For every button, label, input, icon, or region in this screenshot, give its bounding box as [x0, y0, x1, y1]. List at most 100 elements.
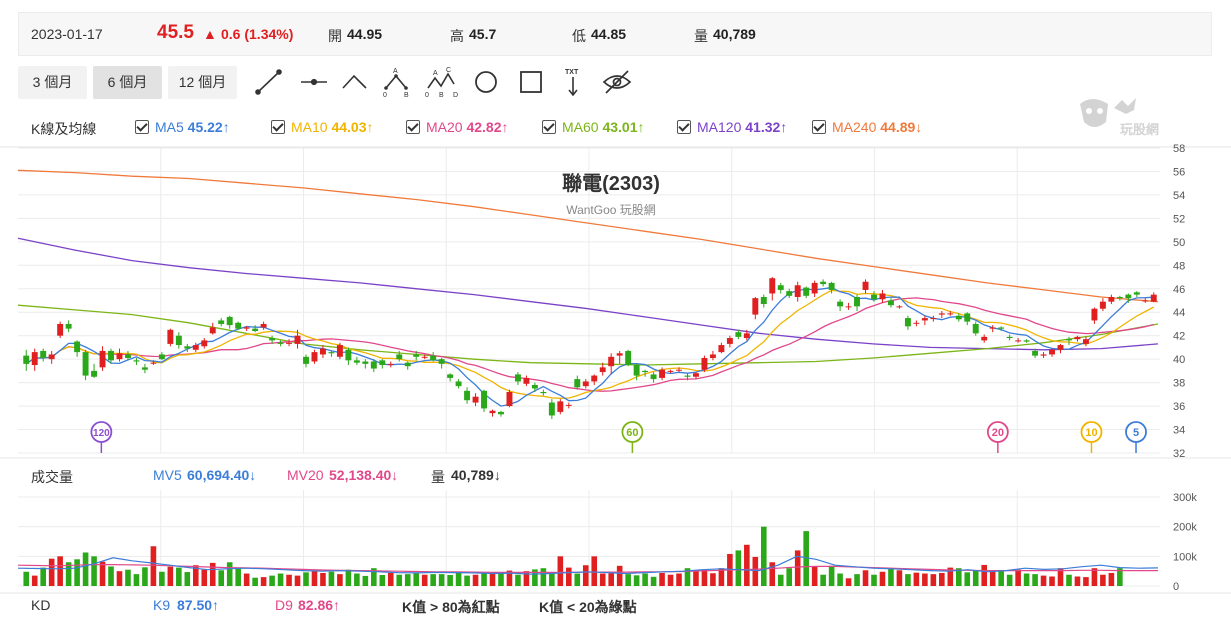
price-axis-tick: 54 — [1173, 190, 1185, 202]
ma240-line — [17, 169, 1159, 303]
volume-bar — [40, 567, 46, 586]
candle-body — [108, 350, 114, 361]
candle-body — [252, 328, 259, 331]
candle-body — [260, 323, 267, 328]
volume-bar — [981, 564, 988, 586]
candle-body — [345, 349, 352, 361]
volume-label: 量 — [694, 28, 708, 44]
price-axis-tick: 46 — [1173, 284, 1185, 296]
rectangle-tool-icon[interactable] — [520, 71, 542, 93]
volume-bar — [659, 572, 665, 586]
volume-bar — [650, 576, 657, 586]
hide-drawings-icon[interactable] — [602, 70, 632, 94]
candle-body — [667, 370, 674, 372]
candle-body — [854, 296, 861, 307]
candle-body — [1091, 308, 1098, 321]
volume-bar — [794, 550, 801, 586]
volume-bar — [879, 571, 886, 586]
text-tool-icon[interactable]: TXT — [565, 69, 579, 97]
price-axis-tick: 56 — [1173, 166, 1185, 178]
volume-bar — [786, 568, 793, 586]
ma-legend-item-ma10[interactable]: MA10 44.03↑ — [271, 119, 374, 135]
candle-body — [1015, 340, 1022, 342]
quote-date: 2023-01-17 — [31, 26, 103, 42]
candle-body — [676, 369, 682, 371]
volume-bar — [972, 570, 979, 586]
ma-legend-item-ma60[interactable]: MA60 43.01↑ — [542, 119, 645, 135]
volume-bar — [828, 565, 835, 586]
candle-body — [565, 404, 572, 406]
volume-bar — [481, 573, 487, 586]
volume-bar — [1015, 569, 1021, 586]
candle-body — [998, 327, 1005, 329]
volume-bar — [888, 568, 894, 586]
candle-body — [523, 377, 530, 384]
ma-checkbox[interactable] — [271, 120, 285, 134]
candle-body — [269, 338, 276, 341]
candle-body — [23, 355, 30, 364]
wantgoo-logo: 玩股網 — [1080, 98, 1159, 137]
candle-body — [1057, 345, 1064, 350]
triangle-tool-icon[interactable] — [342, 74, 367, 89]
candle-body — [319, 348, 326, 355]
volume-bar — [65, 562, 72, 586]
candle-body — [1074, 336, 1081, 340]
volume-bar — [226, 562, 233, 586]
ma-legend-item-ma120[interactable]: MA120 41.32↑ — [677, 119, 787, 135]
ma-marker-label: 10 — [1085, 427, 1097, 439]
candle-body — [303, 356, 309, 364]
volume-bar — [930, 574, 937, 586]
candle-body — [464, 390, 471, 401]
volume-bar — [133, 574, 140, 586]
candle-body — [99, 350, 106, 368]
volume-bar — [489, 572, 496, 586]
volume-bar — [540, 568, 547, 586]
candle-body — [209, 327, 216, 334]
volume-bar — [1074, 576, 1081, 586]
abc-wave-icon[interactable]: A 0 B — [383, 68, 409, 99]
candle-body — [599, 367, 606, 373]
volume-bar — [964, 572, 971, 586]
volume-bar — [31, 575, 38, 586]
volume-bar — [125, 569, 131, 586]
candle-body — [294, 335, 301, 344]
candle-body — [421, 356, 428, 358]
volume-bar — [803, 531, 809, 586]
candle-body — [709, 354, 716, 358]
ma-name: MA240 — [832, 119, 877, 135]
candle-body — [743, 333, 750, 339]
volume-bar — [608, 573, 614, 586]
ma-checkbox[interactable] — [677, 120, 691, 134]
candle-body — [972, 323, 979, 334]
line-tool-icon[interactable] — [255, 69, 282, 95]
candle-body — [1023, 340, 1030, 342]
candle-body — [175, 335, 182, 346]
ma-checkbox[interactable] — [542, 120, 556, 134]
volume-bar — [752, 556, 759, 586]
volume-bar — [260, 577, 267, 586]
candle-body — [726, 338, 733, 344]
circle-tool-icon[interactable] — [475, 71, 497, 93]
volume-axis-tick: 200k — [1173, 522, 1197, 534]
period-3m-button[interactable]: 3 個月 — [18, 66, 87, 99]
candle-body — [752, 298, 759, 315]
ma-value: 43.01↑ — [598, 119, 645, 135]
candle-body — [82, 352, 89, 376]
ma-checkbox[interactable] — [812, 120, 826, 134]
ma-checkbox[interactable] — [406, 120, 420, 134]
period-12m-button[interactable]: 12 個月 — [168, 66, 237, 99]
volume-bar — [515, 574, 521, 586]
ma-name: MA5 — [155, 119, 184, 135]
period-6m-button[interactable]: 6 個月 — [93, 66, 162, 99]
volume-bar — [396, 574, 403, 586]
ma-legend-item-ma20[interactable]: MA20 42.82↑ — [406, 119, 509, 135]
drawing-toolbar: A 0 B C A 0 B D TXT — [255, 67, 632, 99]
ma-legend-item-ma240[interactable]: MA240 44.89↓ — [812, 119, 922, 135]
abcd-wave-icon[interactable]: C A 0 B D — [425, 67, 458, 99]
candle-body — [362, 361, 369, 364]
ma-value: 41.32↑ — [741, 119, 788, 135]
ma-checkbox[interactable] — [135, 120, 149, 134]
ma-legend-item-ma5[interactable]: MA5 45.22↑ — [135, 119, 230, 135]
horizontal-line-icon[interactable] — [301, 78, 327, 86]
